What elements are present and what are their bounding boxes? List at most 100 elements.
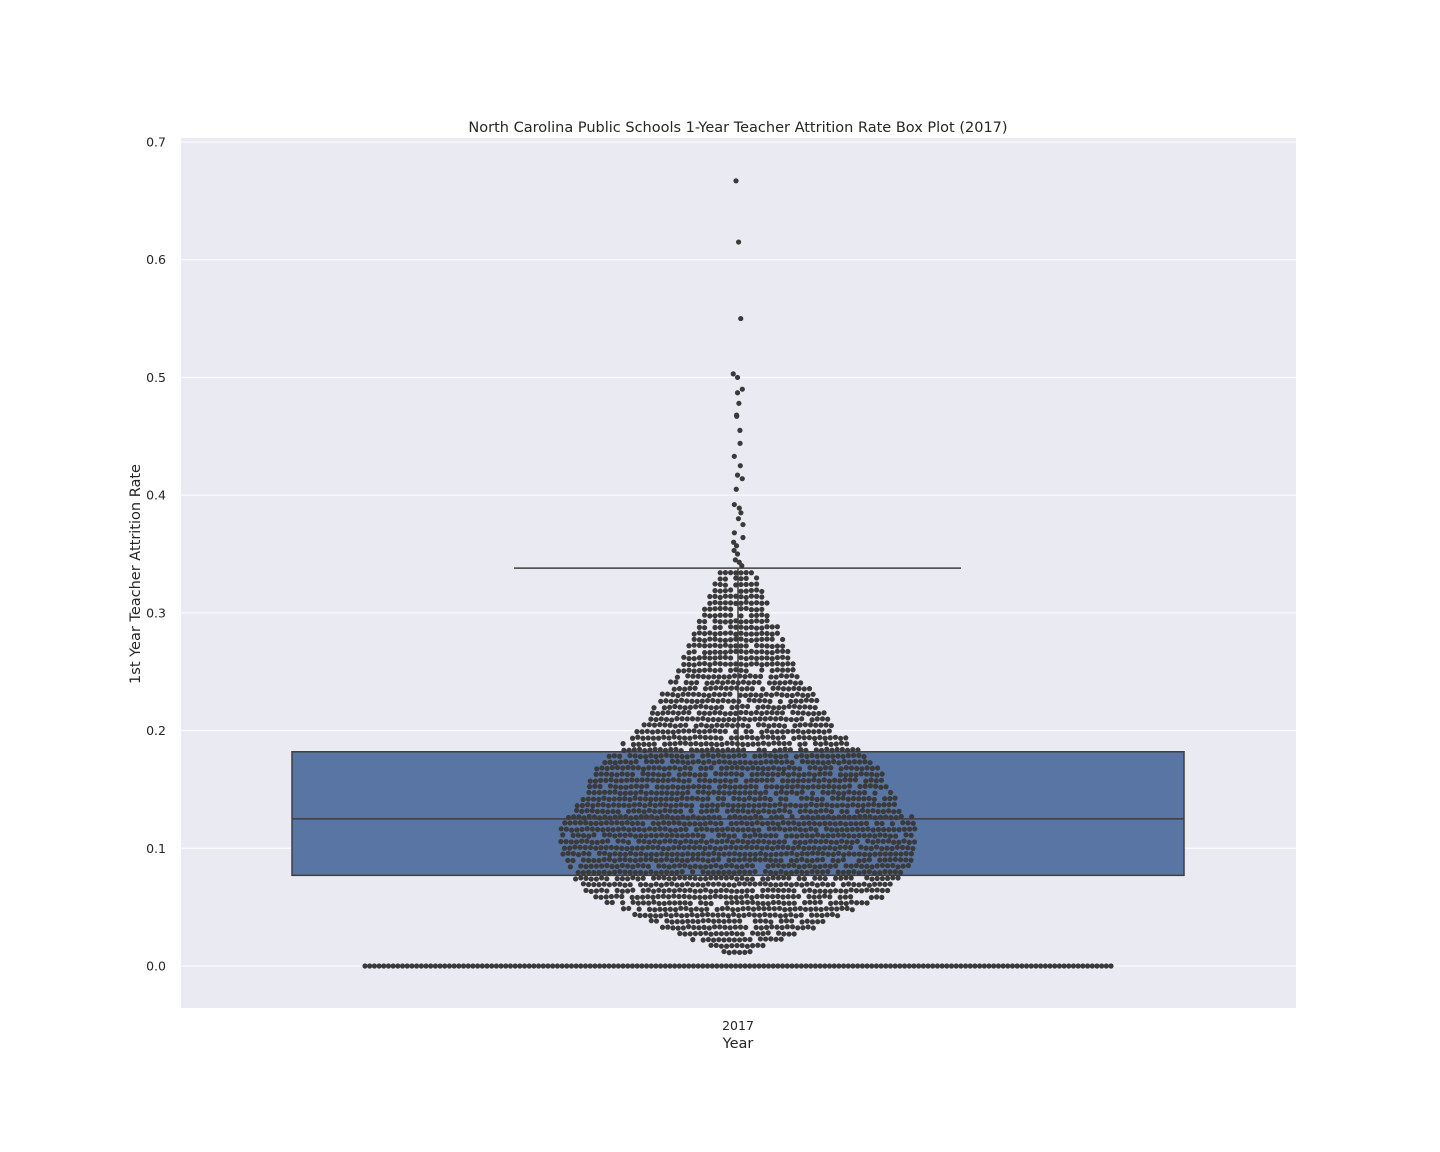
swarm-point <box>690 814 696 820</box>
swarm-point <box>714 747 721 753</box>
swarm-point <box>721 790 727 796</box>
swarm-point <box>835 832 841 838</box>
swarm-point <box>729 863 735 869</box>
swarm-point <box>883 963 889 969</box>
swarm-point <box>687 685 693 691</box>
swarm-point <box>739 735 745 741</box>
swarm-point <box>726 937 732 943</box>
swarm-point <box>887 881 893 887</box>
swarm-point <box>801 863 808 869</box>
swarm-point <box>762 911 768 918</box>
swarm-point <box>517 963 523 969</box>
swarm-point <box>689 698 695 704</box>
swarm-point <box>627 857 633 863</box>
swarm-point <box>856 832 862 839</box>
swarm-point <box>816 728 822 735</box>
swarm-point <box>676 772 682 778</box>
swarm-point <box>846 869 852 875</box>
swarm-point <box>1023 963 1030 969</box>
swarm-point <box>414 963 420 969</box>
swarm-point <box>683 838 689 844</box>
swarm-point <box>912 826 918 832</box>
swarm-point <box>713 942 719 948</box>
swarm-point <box>847 783 853 789</box>
swarm-point <box>757 833 763 839</box>
swarm-point <box>696 777 703 783</box>
swarm-point <box>666 735 672 741</box>
swarm-point <box>747 673 753 679</box>
swarm-point <box>624 777 630 783</box>
swarm-point <box>759 606 765 612</box>
swarm-point <box>702 660 708 667</box>
swarm-point <box>874 875 880 882</box>
swarm-point <box>708 735 714 741</box>
swarm-point <box>738 581 744 588</box>
swarm-point <box>715 912 721 918</box>
swarm-point <box>734 472 741 478</box>
swarm-point <box>722 728 728 734</box>
swarm-point <box>804 918 810 924</box>
swarm-point <box>782 907 788 913</box>
swarm-point <box>601 789 608 795</box>
swarm-point <box>734 942 740 949</box>
swarm-point <box>648 832 654 839</box>
swarm-point <box>667 741 673 747</box>
swarm-point <box>679 851 686 858</box>
swarm-point <box>702 686 709 692</box>
swarm-point <box>794 963 800 969</box>
swarm-point <box>873 963 880 969</box>
swarm-point <box>700 963 706 969</box>
swarm-point <box>606 753 612 759</box>
swarm-point <box>710 857 717 863</box>
swarm-point <box>634 963 640 969</box>
swarm-point <box>817 863 823 870</box>
swarm-point <box>682 931 688 937</box>
swarm-point <box>725 679 731 685</box>
swarm-point <box>579 838 585 844</box>
swarm-point <box>864 963 870 969</box>
swarm-point <box>828 741 834 747</box>
swarm-point <box>738 594 744 600</box>
swarm-point <box>726 869 732 875</box>
swarm-point <box>793 913 799 919</box>
y-axis-ticks: 0.00.10.20.30.40.50.60.7 <box>146 135 166 974</box>
swarm-point <box>718 943 725 949</box>
swarm-point <box>642 912 648 918</box>
swarm-point <box>856 870 862 876</box>
swarm-point <box>712 636 718 642</box>
swarm-point <box>1061 963 1067 969</box>
swarm-point <box>744 766 751 772</box>
swarm-point <box>760 766 766 772</box>
swarm-point <box>775 735 781 741</box>
swarm-point <box>629 894 635 900</box>
swarm-point <box>896 827 902 833</box>
swarm-point <box>692 888 698 894</box>
swarm-point <box>726 918 732 924</box>
swarm-point <box>713 704 720 711</box>
swarm-point <box>698 809 705 815</box>
swarm-point <box>723 963 729 969</box>
swarm-point <box>670 692 676 698</box>
swarm-point <box>759 643 765 649</box>
swarm-point <box>651 705 657 711</box>
swarm-point <box>761 838 767 845</box>
swarm-point <box>634 894 641 900</box>
swarm-point <box>671 734 677 740</box>
swarm-point <box>831 963 837 969</box>
swarm-point <box>709 808 715 814</box>
swarm-point <box>812 704 818 711</box>
swarm-point <box>779 710 786 716</box>
swarm-point <box>603 894 609 900</box>
swarm-point <box>664 832 670 839</box>
swarm-points <box>362 178 1114 969</box>
swarm-point <box>716 937 722 943</box>
swarm-point <box>385 963 392 969</box>
swarm-point <box>765 876 771 882</box>
swarm-point <box>823 838 829 844</box>
swarm-point <box>785 778 791 784</box>
swarm-point <box>715 717 722 723</box>
swarm-point <box>855 963 861 969</box>
swarm-point <box>877 814 884 820</box>
swarm-point <box>778 716 784 722</box>
swarm-point <box>934 963 941 969</box>
